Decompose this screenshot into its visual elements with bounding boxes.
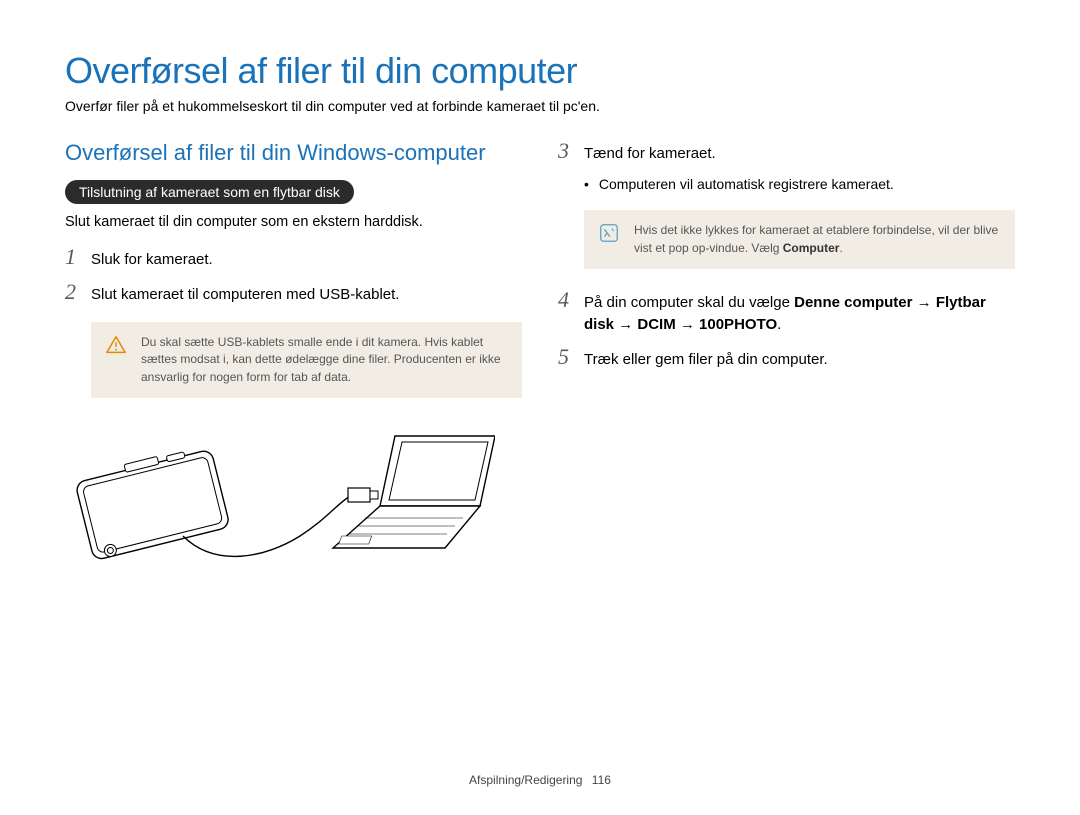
step-3: 3 Tænd for kameraet. [558,140,1015,165]
footer-page-number: 116 [592,773,611,787]
step-2: 2 Slut kameraet til computeren med USB-k… [65,281,522,306]
step-number: 1 [65,246,81,268]
lead-text: Slut kameraet til din computer som en ek… [65,212,522,232]
step-number: 5 [558,346,574,368]
step-number: 4 [558,289,574,311]
right-column: 3 Tænd for kameraet. Computeren vil auto… [558,140,1015,603]
info-box: Hvis det ikke lykkes for kameraet at eta… [584,210,1015,269]
step-4: 4 På din computer skal du vælge Denne co… [558,289,1015,336]
step-3-bullet: Computeren vil automatisk registrere kam… [584,175,1015,195]
step-number: 3 [558,140,574,162]
step-number: 2 [65,281,81,303]
info-text: Hvis det ikke lykkes for kameraet at eta… [634,222,1001,257]
section-subheading: Overførsel af filer til din Windows-comp… [65,140,522,166]
two-column-layout: Overførsel af filer til din Windows-comp… [65,140,1015,603]
warning-box: Du skal sætte USB-kablets smalle ende i … [91,322,522,398]
step-text: Træk eller gem filer på din computer. [584,349,828,371]
warning-text: Du skal sætte USB-kablets smalle ende i … [141,334,508,386]
page-footer: Afspilning/Redigering 116 [0,773,1080,787]
footer-section: Afspilning/Redigering [469,773,582,787]
step-text: Tænd for kameraet. [584,143,716,165]
step-5: 5 Træk eller gem filer på din computer. [558,346,1015,371]
warning-icon [105,334,127,356]
topic-pill: Tilslutning af kameraet som en flytbar d… [65,180,354,204]
step-1: 1 Sluk for kameraet. [65,246,522,271]
info-icon [598,222,620,244]
step-text: Slut kameraet til computeren med USB-kab… [91,284,399,306]
step-text: Sluk for kameraet. [91,249,213,271]
page-title: Overførsel af filer til din computer [65,50,1015,92]
intro-text: Overfør filer på et hukommelseskort til … [65,98,1015,114]
camera-laptop-illustration [65,428,495,598]
step-text: På din computer skal du vælge Denne comp… [584,292,1015,336]
left-column: Overførsel af filer til din Windows-comp… [65,140,522,603]
